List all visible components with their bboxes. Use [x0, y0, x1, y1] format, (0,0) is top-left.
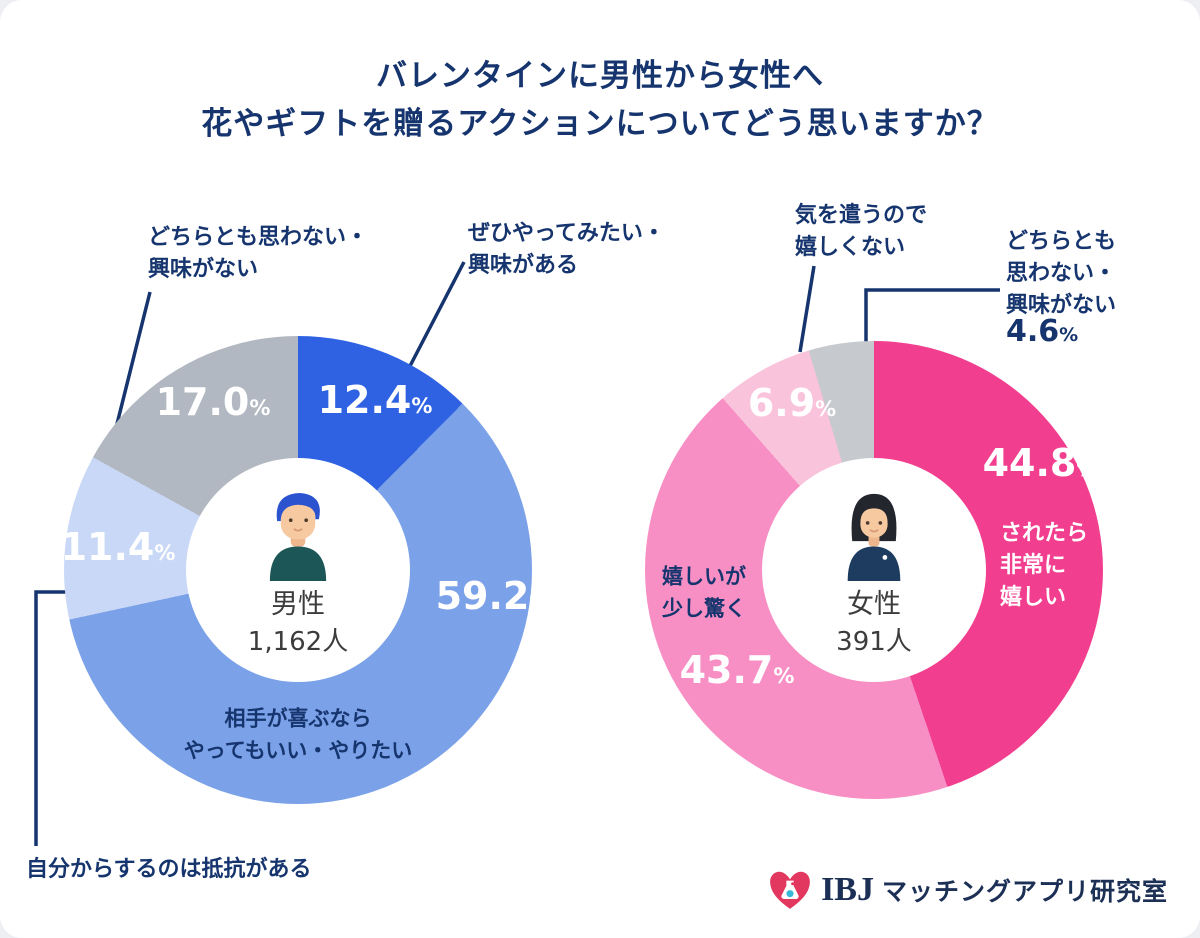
female-unhappy-callout: 気を遣うので 嬉しくない — [795, 200, 927, 264]
title-line-2: 花やギフトを贈るアクションについてどう思いますか？ — [201, 106, 999, 143]
male-segment-label-ok: 相手が喜ぶなら やってもいい・やりたい — [184, 704, 412, 767]
label-line: 思わない・ — [1006, 260, 1117, 286]
label-line: 少し驚く — [662, 596, 746, 620]
female-value-surprised: 43.7% — [679, 648, 795, 692]
female-segment-label-happy: されたら 非常に 嬉しい — [1000, 518, 1088, 614]
connector-male-resist — [34, 590, 68, 846]
label-line: 気を遣うので — [795, 203, 928, 228]
ibj-heart-flask-icon — [770, 871, 810, 909]
male-center-count: 1,162人 — [247, 626, 349, 657]
label-line: 興味がある — [468, 252, 579, 278]
female-neutral-value: 4.6% — [1006, 314, 1079, 349]
male-resist-callout: 自分からするのは抵抗がある — [26, 857, 312, 882]
label-line: どちらとも — [1006, 229, 1117, 254]
connector-male-interest — [408, 261, 466, 367]
male-value-ok: 59.2% — [435, 574, 551, 618]
label-line: 嬉しくない — [795, 234, 906, 260]
label-line: 嬉しい — [1000, 584, 1067, 610]
female-donut-chart: 女性 391人 — [645, 341, 1103, 799]
brand-logotype: IBJ — [821, 871, 874, 908]
male-neutral-callout: どちらとも思わない・ 興味がない — [148, 222, 368, 286]
male-center-label: 男性 — [271, 588, 325, 620]
female-center-count: 391人 — [836, 626, 912, 657]
male-value-neutral: 17.0% — [155, 380, 271, 424]
label-line: されたら — [1000, 521, 1089, 546]
female-neutral-callout: どちらとも 思わない・ 興味がない — [1006, 226, 1116, 322]
page-title: バレンタインに男性から女性へ 花やギフトを贈るアクションについてどう思いますか？ — [0, 52, 1200, 148]
label-line: ぜひやってみたい・ — [468, 221, 665, 246]
connector-female-unhappy — [798, 265, 816, 353]
female-value-unhappy: 6.9% — [747, 381, 837, 425]
label-line: 相手が喜ぶなら — [224, 706, 372, 731]
label-line: やってもいい・やりたい — [183, 738, 413, 762]
label-line: 非常に — [1000, 552, 1067, 578]
female-center-label: 女性 — [847, 588, 901, 620]
label-line: 興味がない — [148, 256, 259, 282]
male-value-resist: 11.4% — [60, 525, 176, 569]
female-donut-center: 女性 391人 — [762, 458, 986, 682]
male-donut-center: 男性 1,162人 — [186, 458, 410, 682]
label-line: 嬉しいが — [662, 564, 746, 589]
male-donut-chart: 男性 1,162人 — [64, 336, 532, 804]
female-value-happy: 44.8% — [982, 441, 1098, 485]
title-line-1: バレンタインに男性から女性へ — [376, 58, 824, 94]
brand-lab-name: マッチングアプリ研究室 — [881, 877, 1168, 906]
male-avatar — [269, 492, 327, 581]
male-value-interest: 12.4% — [317, 378, 433, 422]
footer-brand: IBJ マッチングアプリ研究室 — [767, 868, 1168, 912]
connector-female-neutral — [864, 288, 1000, 342]
label-line: どちらとも思わない・ — [148, 225, 369, 250]
female-avatar — [847, 493, 901, 581]
male-interest-callout: ぜひやってみたい・ 興味がある — [468, 218, 665, 282]
label-line: 興味がない — [1006, 292, 1117, 318]
female-segment-label-surprised: 嬉しいが 少し驚く — [662, 562, 746, 625]
